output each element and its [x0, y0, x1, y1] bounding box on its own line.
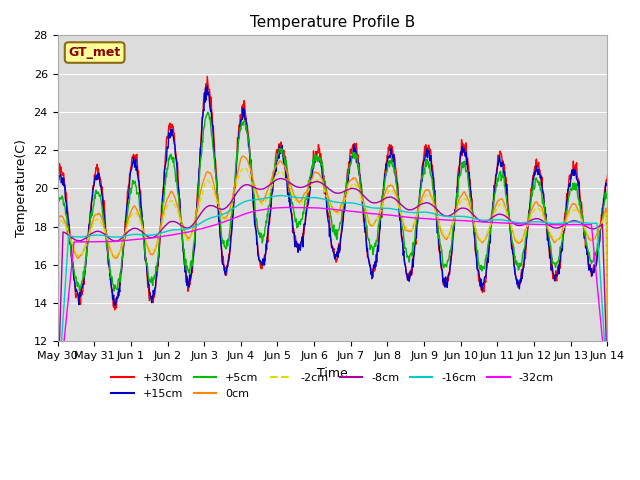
+30cm	[277, 139, 285, 145]
0cm	[239, 153, 246, 159]
+30cm	[433, 209, 440, 215]
-16cm	[276, 192, 284, 198]
Line: +5cm: +5cm	[58, 112, 607, 291]
-2cm	[483, 231, 491, 237]
Y-axis label: Temperature(C): Temperature(C)	[15, 139, 28, 237]
-16cm	[296, 195, 304, 201]
+30cm	[111, 307, 118, 313]
-16cm	[493, 217, 500, 223]
Line: -32cm: -32cm	[58, 207, 607, 406]
-16cm	[110, 234, 118, 240]
0cm	[493, 200, 500, 206]
+5cm	[297, 216, 305, 222]
+15cm	[493, 165, 501, 170]
-8cm	[276, 176, 284, 181]
-8cm	[483, 218, 491, 224]
+5cm	[277, 150, 285, 156]
+30cm	[204, 73, 211, 79]
+5cm	[54, 204, 61, 210]
+15cm	[604, 180, 611, 186]
-2cm	[110, 253, 118, 259]
-2cm	[604, 328, 611, 334]
-32cm	[54, 403, 61, 409]
Title: Temperature Profile B: Temperature Profile B	[250, 15, 415, 30]
0cm	[483, 233, 491, 239]
-32cm	[287, 204, 295, 210]
-8cm	[276, 176, 284, 181]
-32cm	[276, 205, 284, 211]
-16cm	[54, 400, 61, 406]
+15cm	[54, 178, 61, 184]
+15cm	[110, 292, 118, 298]
+15cm	[297, 240, 305, 245]
0cm	[54, 355, 61, 361]
Text: GT_met: GT_met	[68, 46, 121, 59]
Line: 0cm: 0cm	[58, 156, 607, 358]
+15cm	[433, 208, 440, 214]
-16cm	[432, 211, 440, 217]
+15cm	[277, 145, 285, 151]
-2cm	[54, 393, 61, 399]
0cm	[604, 350, 611, 356]
-8cm	[296, 185, 304, 191]
-32cm	[604, 389, 611, 395]
+30cm	[493, 164, 501, 169]
-8cm	[432, 205, 440, 211]
+30cm	[54, 168, 61, 174]
Line: +30cm: +30cm	[58, 76, 607, 310]
+5cm	[604, 187, 611, 192]
-32cm	[296, 204, 304, 210]
0cm	[296, 198, 304, 204]
-8cm	[54, 398, 61, 404]
+15cm	[204, 83, 211, 89]
-16cm	[604, 385, 611, 391]
-16cm	[276, 192, 284, 198]
Line: +15cm: +15cm	[58, 86, 607, 305]
-8cm	[604, 376, 611, 382]
-2cm	[432, 210, 440, 216]
+15cm	[484, 252, 492, 258]
+30cm	[297, 242, 305, 248]
+5cm	[484, 247, 492, 252]
+30cm	[110, 304, 118, 310]
+5cm	[76, 288, 83, 294]
-32cm	[432, 216, 440, 222]
0cm	[276, 158, 284, 164]
X-axis label: Time: Time	[317, 367, 348, 380]
+5cm	[204, 109, 212, 115]
-2cm	[276, 169, 284, 175]
-8cm	[110, 238, 118, 244]
Line: -8cm: -8cm	[58, 179, 607, 401]
-32cm	[493, 220, 500, 226]
0cm	[432, 208, 440, 214]
Legend: +30cm, +15cm, +5cm, 0cm, -2cm, -8cm, -16cm, -32cm: +30cm, +15cm, +5cm, 0cm, -2cm, -8cm, -16…	[107, 369, 558, 403]
-32cm	[110, 239, 118, 244]
-2cm	[493, 205, 500, 211]
+5cm	[493, 175, 501, 181]
-32cm	[483, 219, 491, 225]
+5cm	[110, 288, 118, 294]
0cm	[110, 254, 118, 260]
-16cm	[483, 217, 491, 223]
+30cm	[604, 173, 611, 179]
+5cm	[433, 210, 440, 216]
+15cm	[111, 302, 118, 308]
Line: -16cm: -16cm	[58, 195, 607, 403]
+30cm	[484, 258, 492, 264]
Line: -2cm: -2cm	[58, 168, 607, 396]
-2cm	[241, 166, 249, 171]
-8cm	[493, 212, 500, 217]
-2cm	[296, 201, 304, 206]
